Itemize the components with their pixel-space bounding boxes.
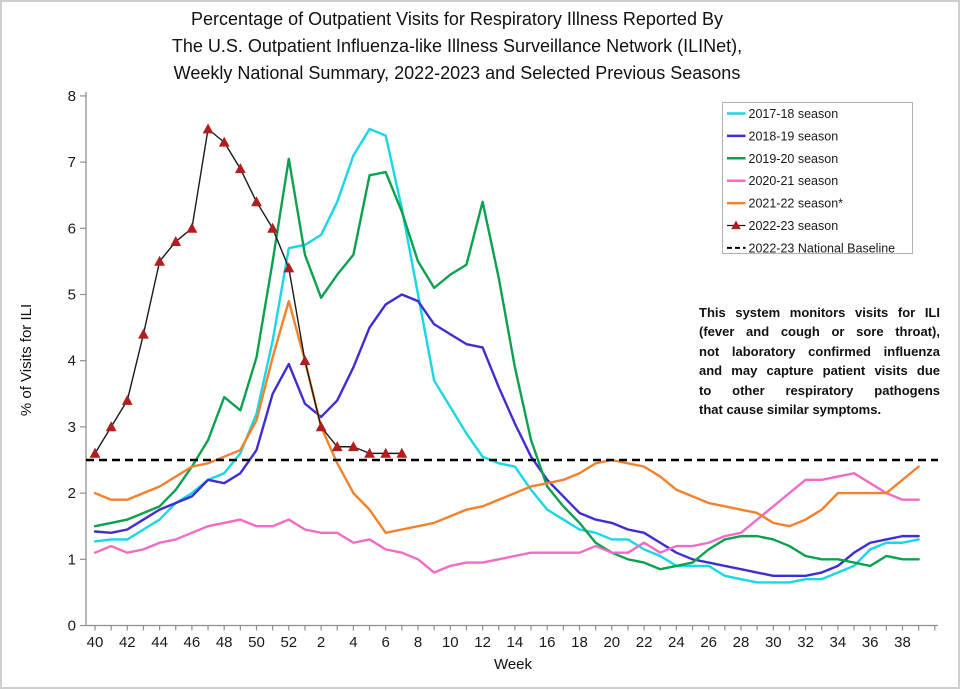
data-point-triangle	[331, 441, 343, 452]
x-tick-label: 42	[119, 634, 136, 651]
series-line-2020-21-season	[93, 472, 920, 574]
data-point-triangle	[105, 421, 117, 432]
data-point-triangle	[267, 222, 279, 233]
x-tick-label: 46	[184, 634, 201, 651]
series-line-2018-19-season	[93, 293, 920, 578]
x-tick-label: 20	[603, 634, 620, 651]
data-point-triangle	[380, 447, 392, 458]
y-tick-label: 2	[68, 485, 76, 502]
data-point-triangle	[299, 355, 311, 366]
legend-item-label: 2018-19 season	[749, 129, 839, 143]
legend-item-label: 2017-18 season	[749, 107, 839, 121]
x-tick-label: 36	[862, 634, 879, 651]
y-tick-label: 1	[68, 551, 76, 568]
note-line: that cause similar symptoms.	[699, 402, 882, 418]
x-tick-label: 12	[474, 634, 491, 651]
chart-series	[86, 123, 938, 584]
x-tick-label: 24	[668, 634, 685, 651]
chart-title: Percentage of Outpatient Visits for Resp…	[0, 6, 914, 87]
x-tick-label: 6	[382, 634, 390, 651]
x-tick-label: 26	[700, 634, 717, 651]
x-tick-label: 44	[151, 634, 168, 651]
legend-item-label: 2022-23 National Baseline	[749, 241, 896, 255]
data-point-triangle	[348, 441, 359, 452]
legend-box	[722, 102, 913, 254]
legend-swatch-triangle	[731, 220, 741, 230]
data-point-triangle	[186, 222, 198, 233]
series-line-2022-23	[94, 128, 402, 455]
y-tick-label: 7	[68, 154, 76, 171]
x-tick-label: 30	[765, 634, 782, 651]
x-tick-label: 32	[797, 634, 814, 651]
x-tick-label: 14	[507, 634, 524, 651]
data-point-triangle	[234, 163, 246, 174]
chart-title-line-3: Weekly National Summary, 2022-2023 and S…	[173, 63, 741, 83]
y-axis-label: % of Visits for ILI	[18, 304, 35, 416]
note-line: not laboratory confirmed influenza	[699, 343, 940, 359]
chart-title-line-2: The U.S. Outpatient Influenza-like Illne…	[171, 36, 743, 56]
legend-item-label: 2021-22 season*	[749, 197, 844, 211]
series-line-2017-18-season	[93, 127, 920, 584]
data-point-triangle	[121, 394, 133, 405]
x-tick-label: 34	[830, 634, 847, 651]
x-tick-label: 18	[571, 634, 588, 651]
data-point-triangle	[138, 328, 149, 339]
y-tick-label: 3	[68, 419, 76, 436]
data-point-triangle	[170, 235, 182, 246]
y-tick-label: 0	[68, 618, 76, 635]
x-tick-label: 22	[636, 634, 653, 651]
x-tick-label: 8	[414, 634, 422, 651]
legend-item-label: 2019-20 season	[749, 152, 839, 166]
x-tick-label: 2	[317, 634, 325, 651]
note-line: (fever and cough or sore throat),	[699, 324, 940, 340]
data-point-triangle	[154, 255, 165, 266]
data-point-triangle	[364, 447, 375, 458]
chart-legend: 2017-18 season 2018-19 season 2019-20 seas…	[722, 102, 913, 255]
y-tick-label: 8	[68, 88, 76, 105]
data-point-triangle	[89, 447, 101, 458]
axis-lines	[85, 91, 938, 627]
y-tick-label: 4	[68, 353, 76, 370]
y-tick-label: 5	[68, 287, 76, 304]
x-axis-label: Week	[494, 656, 533, 673]
ili-disclaimer-note: This system monitors visits for ILI (fev…	[699, 303, 940, 419]
data-point-triangle	[396, 447, 408, 458]
data-point-triangle	[315, 421, 327, 432]
x-tick-label: 48	[216, 634, 233, 651]
data-point-triangle	[218, 136, 230, 147]
x-tick-label: 40	[87, 634, 104, 651]
y-tick-label: 6	[68, 220, 76, 237]
x-tick-label: 4	[349, 634, 357, 651]
x-tick-label: 38	[894, 634, 911, 651]
x-tick-label: 16	[539, 634, 556, 651]
note-line: This system monitors visits for ILI	[699, 305, 940, 320]
x-tick-label: 10	[442, 634, 459, 651]
series-line-2019-20-season	[93, 157, 920, 571]
chart-title-line-1: Percentage of Outpatient Visits for Resp…	[191, 9, 723, 29]
data-point-triangle	[251, 196, 262, 207]
series-line-2021-22-season-	[93, 299, 920, 535]
data-point-triangle	[202, 123, 214, 134]
x-tick-label: 52	[280, 634, 297, 651]
legend-item-label: 2022-23 season	[749, 219, 839, 233]
legend-item-label: 2020-21 season	[749, 174, 839, 188]
note-line: and may capture patient visits due	[699, 363, 940, 379]
data-point-triangle	[283, 262, 295, 273]
x-tick-label: 50	[248, 634, 265, 651]
note-line: to other respiratory pathogens	[699, 382, 940, 398]
x-tick-label: 28	[733, 634, 750, 651]
